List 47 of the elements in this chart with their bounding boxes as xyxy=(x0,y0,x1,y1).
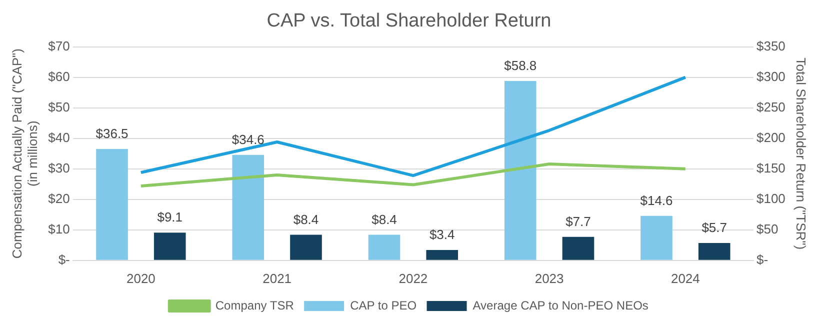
bar xyxy=(698,243,730,260)
data-label: $8.4 xyxy=(372,212,397,227)
y2-tick-label: $100 xyxy=(756,190,786,206)
data-label: $9.1 xyxy=(157,210,183,225)
y-tick-label: $10 xyxy=(48,221,70,236)
bar xyxy=(562,236,594,260)
bar xyxy=(96,149,128,260)
y2-tick-label: $350 xyxy=(756,38,786,54)
x-tick-label: 2022 xyxy=(398,270,428,286)
y-tick-label: $40 xyxy=(48,130,70,145)
x-tick-label: 2023 xyxy=(534,270,564,286)
y2-tick-label: $250 xyxy=(756,99,786,114)
y2-tick-label: $200 xyxy=(756,130,786,145)
y-axis-title: Compensation Actually Paid ("CAP") (in millions) xyxy=(9,48,40,259)
data-label: $36.5 xyxy=(96,126,128,142)
legend-label: Average CAP to Non-PEO NEOs xyxy=(472,298,648,312)
data-label: $5.7 xyxy=(702,220,727,236)
legend-label: Company TSR xyxy=(215,298,294,312)
data-label: $34.6 xyxy=(232,132,264,147)
y-tick-label: $70 xyxy=(48,38,70,54)
y2-tick-label: $300 xyxy=(756,68,786,84)
y2-tick-label: $50 xyxy=(756,221,778,236)
y-tick-label: $- xyxy=(58,252,70,267)
y-tick-label: $50 xyxy=(48,99,70,114)
bar xyxy=(290,234,322,260)
x-tick-label: 2024 xyxy=(670,270,700,286)
chart-title: CAP vs. Total Shareholder Return xyxy=(266,10,552,32)
x-tick-label: 2020 xyxy=(126,270,156,286)
data-label: $14.6 xyxy=(640,192,673,208)
bar xyxy=(640,216,672,260)
bar xyxy=(504,80,536,260)
y-tick-label: $30 xyxy=(48,160,70,176)
bar xyxy=(232,154,264,260)
data-label: $3.4 xyxy=(429,227,455,242)
y2-axis-title: Total Shareholder Return ("TSR") xyxy=(794,58,809,250)
data-label: $7.7 xyxy=(566,214,591,229)
bar xyxy=(368,234,400,260)
bar xyxy=(426,250,458,260)
legend-label: CAP to PEO xyxy=(350,298,417,312)
x-tick-label: 2021 xyxy=(262,270,292,286)
y2-tick-label: $150 xyxy=(756,160,786,176)
y-tick-label: $60 xyxy=(48,68,70,84)
data-label: $8.4 xyxy=(293,212,319,227)
y-tick-label: $20 xyxy=(48,190,70,206)
data-label: $58.8 xyxy=(504,58,537,74)
y2-tick-label: $- xyxy=(756,252,768,267)
bar xyxy=(154,232,186,260)
